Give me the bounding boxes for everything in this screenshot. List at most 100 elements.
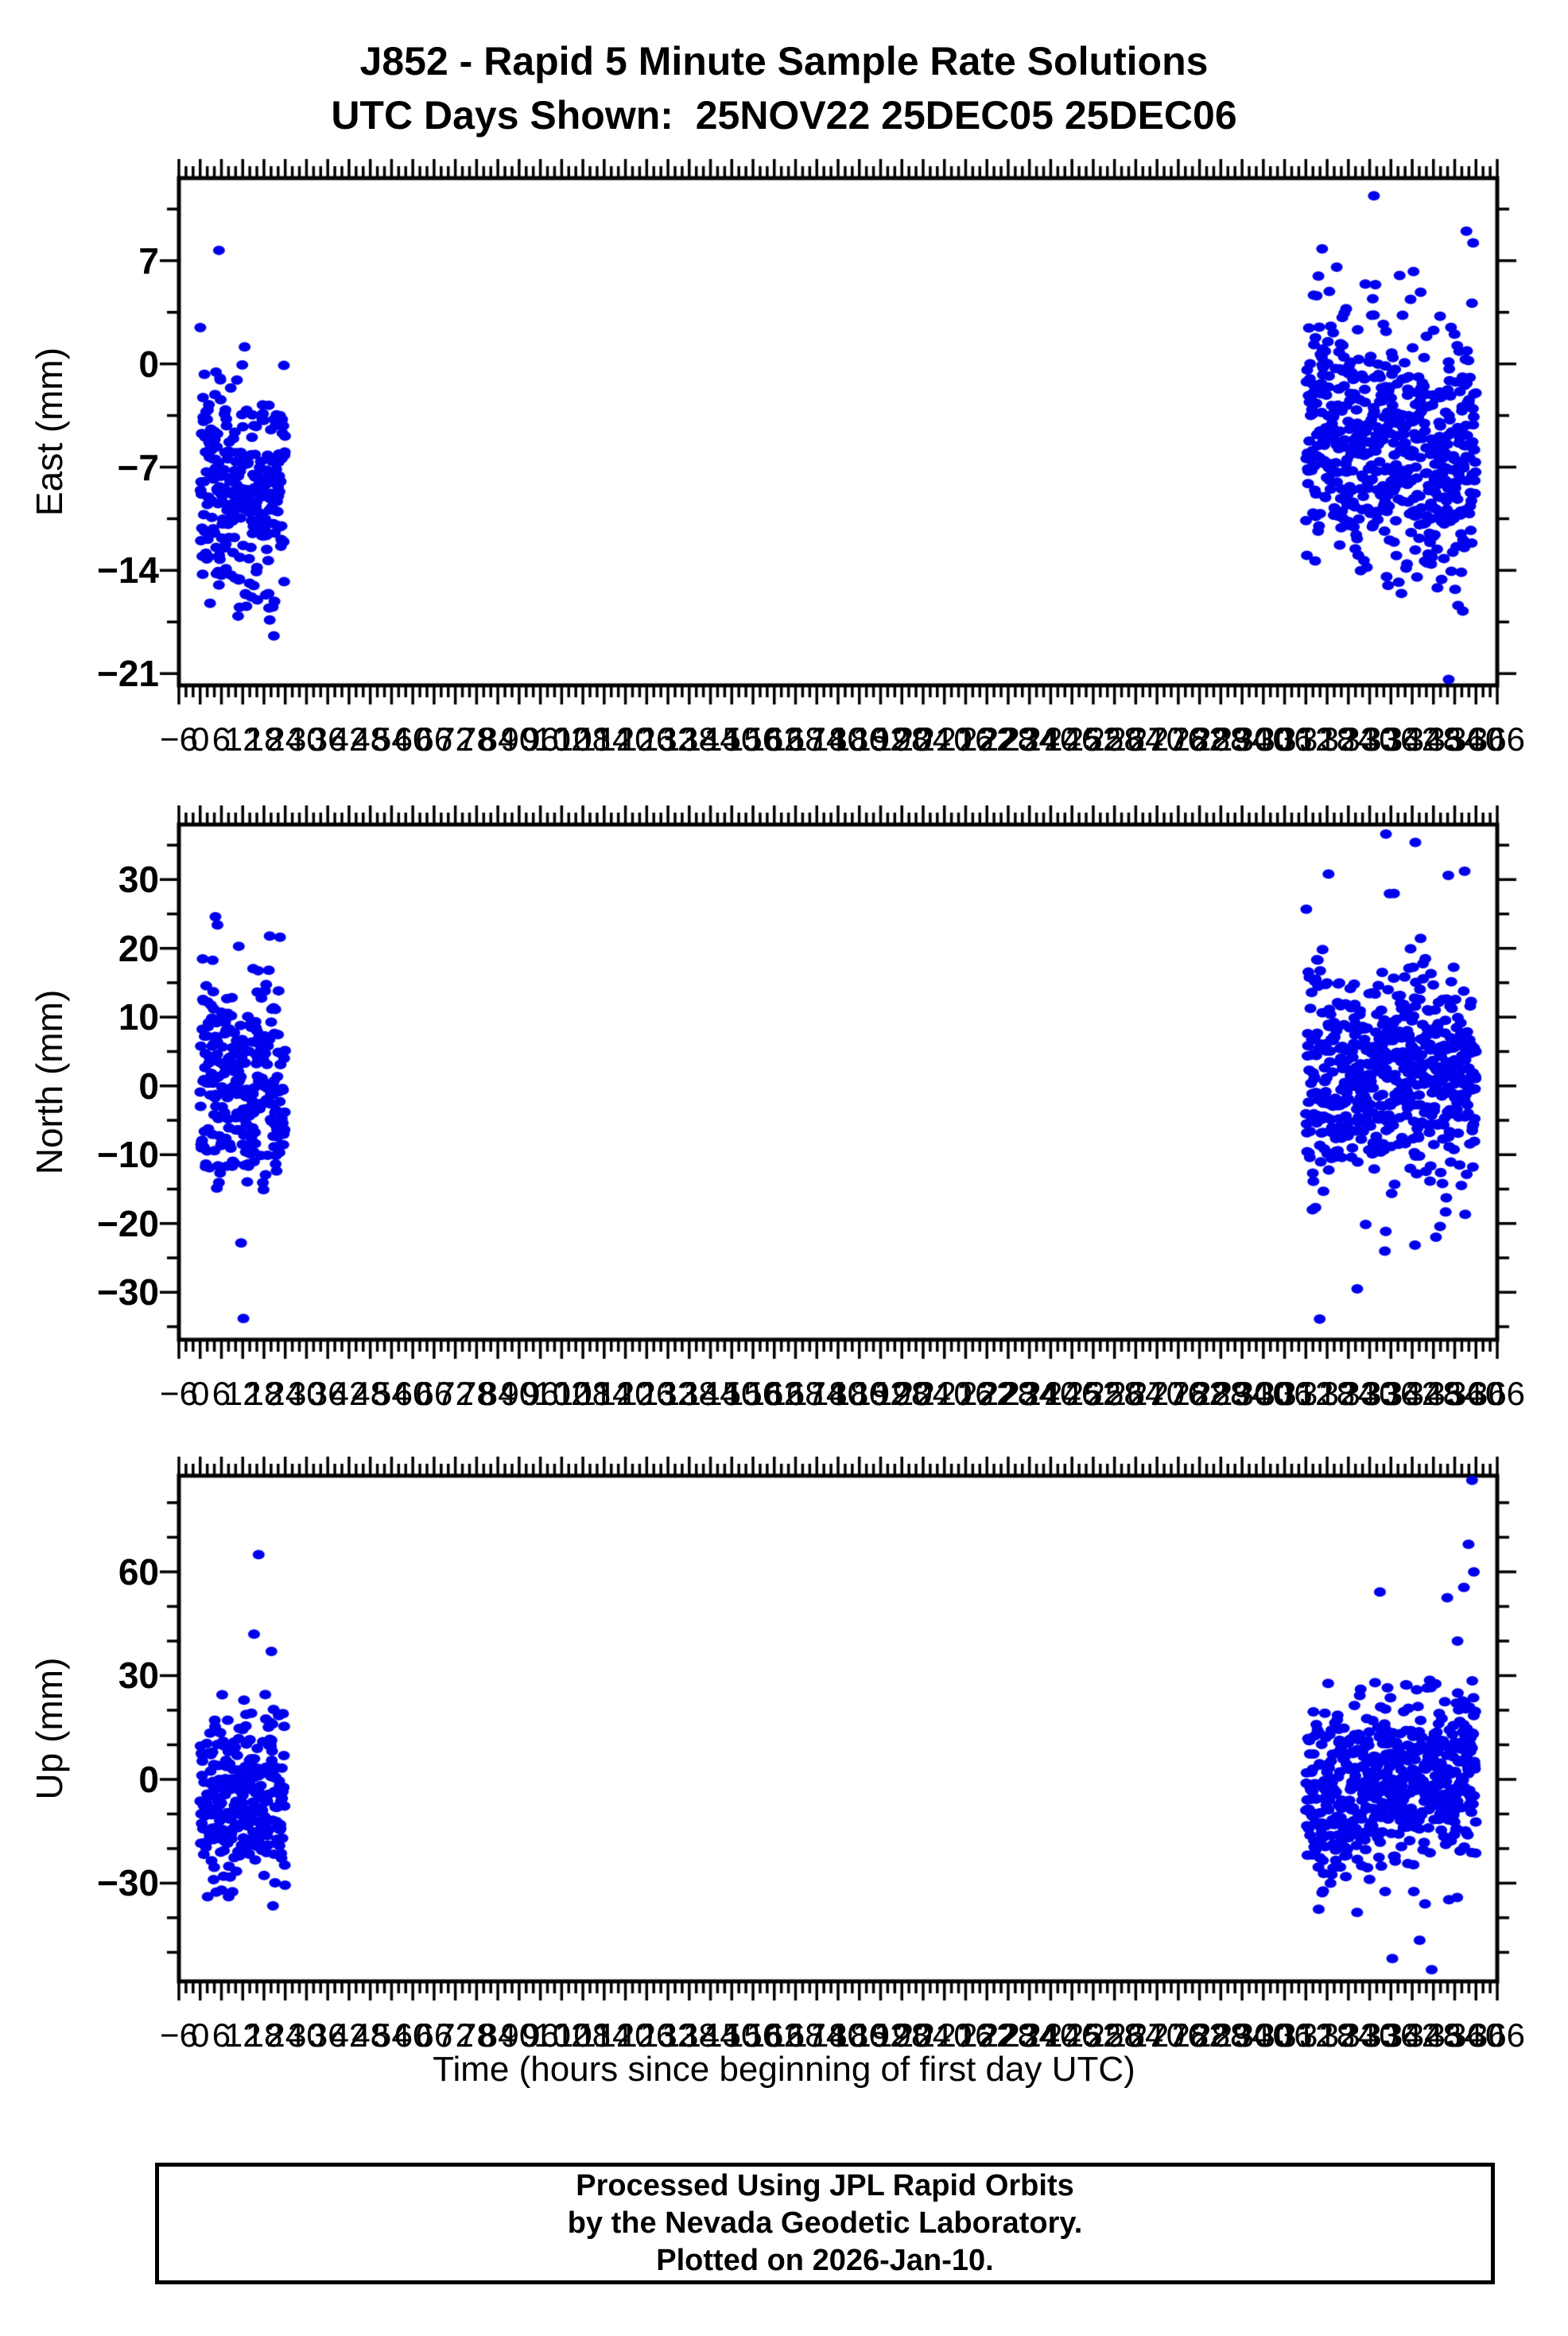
time-axis-title: Time (hours since beginning of first day… bbox=[433, 2050, 1135, 2089]
north-x-tick-label: 84 bbox=[479, 1375, 517, 1412]
east-x-tick-label: 132 bbox=[640, 720, 697, 758]
east-x-tick-label: 30 bbox=[288, 720, 325, 758]
up-x-tick-label: 354 bbox=[1426, 2016, 1483, 2054]
north-x-tick-label: 228 bbox=[980, 1375, 1036, 1412]
east-x-tick-label: 60 bbox=[394, 720, 432, 758]
north-x-tick-label: −6 bbox=[160, 1375, 198, 1412]
north-x-tick-label: 366 bbox=[1469, 1375, 1526, 1412]
north-x-tick-label: 162 bbox=[746, 1375, 802, 1412]
north-x-tick-label: 120 bbox=[597, 1375, 654, 1412]
east-x-tick-label: 210 bbox=[916, 720, 972, 758]
east-x-tick-label: 306 bbox=[1256, 720, 1313, 758]
north-x-tick-label: 132 bbox=[640, 1375, 697, 1412]
up-x-tick-label: 156 bbox=[724, 2016, 782, 2054]
page-title: J852 - Rapid 5 Minute Sample Rate Soluti… bbox=[359, 39, 1209, 83]
up-x-tick-label: 282 bbox=[1171, 2016, 1228, 2054]
east-x-tick-label: 198 bbox=[874, 720, 930, 758]
east-x-tick-label: 42 bbox=[330, 720, 368, 758]
up-x-tick-label: 234 bbox=[1001, 2016, 1058, 2054]
up-x-tick-label: 36 bbox=[309, 2016, 347, 2054]
east-x-tick-label: 102 bbox=[534, 720, 590, 758]
east-y-tick-label: −21 bbox=[96, 653, 159, 695]
up-x-tick-label: 366 bbox=[1469, 2016, 1526, 2054]
east-x-tick-label: 216 bbox=[937, 720, 994, 758]
north-x-tick-label: 252 bbox=[1065, 1375, 1121, 1412]
east-x-tick-label: 246 bbox=[1044, 720, 1100, 758]
east-x-tick-label: 342 bbox=[1384, 720, 1441, 758]
north-x-tick-label: 90 bbox=[500, 1375, 538, 1412]
up-x-tick-label: 222 bbox=[959, 2016, 1015, 2054]
up-y-tick-label: 60 bbox=[118, 1550, 159, 1593]
up-y-tick-label: 30 bbox=[118, 1655, 159, 1697]
east-y-tick-label: −14 bbox=[96, 549, 159, 592]
east-x-tick-label: 348 bbox=[1405, 720, 1461, 758]
north-x-tick-label: 276 bbox=[1150, 1375, 1206, 1412]
east-x-tick-label: 360 bbox=[1448, 720, 1504, 758]
up-x-tick-label: 348 bbox=[1405, 2016, 1461, 2054]
page-subtitle: UTC Days Shown: 25NOV22 25DEC05 25DEC06 bbox=[331, 93, 1237, 138]
north-x-tick-label: 72 bbox=[437, 1375, 474, 1412]
footer-line-1: Processed Using JPL Rapid Orbits bbox=[576, 2169, 1074, 2202]
up-x-tick-label: 252 bbox=[1065, 2016, 1121, 2054]
north-x-tick-label: 204 bbox=[895, 1375, 951, 1412]
up-x-tick-label: 12 bbox=[223, 2016, 262, 2054]
up-x-tick-label: 228 bbox=[980, 2016, 1036, 2054]
east-x-tick-label: 168 bbox=[767, 720, 824, 758]
up-x-tick-label: 264 bbox=[1108, 2016, 1164, 2054]
east-x-tick-label: 240 bbox=[1023, 720, 1079, 758]
north-x-tick-label: 78 bbox=[458, 1375, 495, 1412]
up-x-tick-label: 48 bbox=[351, 2016, 390, 2054]
east-x-tick-label: 90 bbox=[500, 720, 538, 758]
up-x-tick-label: 198 bbox=[874, 2016, 930, 2054]
east-x-tick-label: 252 bbox=[1065, 720, 1121, 758]
up-x-tick-label: 330 bbox=[1341, 2016, 1398, 2054]
up-x-tick-label: 132 bbox=[640, 2016, 697, 2054]
up-x-tick-label: 78 bbox=[458, 2016, 495, 2054]
up-x-tick-label: 258 bbox=[1086, 2016, 1143, 2054]
up-x-tick-label: 96 bbox=[522, 2016, 559, 2054]
north-x-tick-label: 210 bbox=[916, 1375, 972, 1412]
up-x-tick-label: 102 bbox=[534, 2016, 590, 2054]
east-y-tick-label: 7 bbox=[138, 239, 159, 281]
east-x-tick-label: 162 bbox=[746, 720, 802, 758]
up-x-tick-label: 306 bbox=[1256, 2016, 1313, 2054]
north-x-tick-label: 294 bbox=[1214, 1375, 1271, 1412]
north-y-tick-label: 0 bbox=[138, 1065, 159, 1107]
north-x-tick-label: 312 bbox=[1278, 1375, 1334, 1412]
up-x-tick-label: 174 bbox=[789, 2016, 845, 2054]
footer-line-3: Plotted on 2026-Jan-10. bbox=[656, 2244, 994, 2277]
north-x-tick-label: 222 bbox=[959, 1375, 1015, 1412]
north-x-tick-label: 0 bbox=[191, 1375, 210, 1412]
north-x-tick-label: 354 bbox=[1426, 1375, 1483, 1412]
east-x-tick-label: 318 bbox=[1299, 720, 1356, 758]
up-x-tick-label: 84 bbox=[479, 2016, 517, 2054]
processing-note-box: Processed Using JPL Rapid Orbits by the … bbox=[155, 2163, 1495, 2284]
up-x-tick-label: 216 bbox=[937, 2016, 994, 2054]
up-x-tick-label: 162 bbox=[746, 2016, 802, 2054]
north-x-tick-label: 264 bbox=[1108, 1375, 1164, 1412]
north-x-tick-label: 234 bbox=[1001, 1375, 1058, 1412]
east-x-tick-label: 324 bbox=[1320, 720, 1376, 758]
east-x-tick-label: 18 bbox=[245, 720, 283, 758]
north-x-tick-label: 102 bbox=[534, 1375, 590, 1412]
up-x-tick-label: 324 bbox=[1320, 2016, 1376, 2054]
up-x-tick-label: 168 bbox=[767, 2016, 824, 2054]
up-x-tick-label: 276 bbox=[1150, 2016, 1206, 2054]
up-x-tick-label: 144 bbox=[682, 2016, 739, 2054]
up-x-tick-label: 180 bbox=[809, 2016, 867, 2054]
east-x-tick-label: 0 bbox=[191, 720, 210, 758]
north-y-tick-label: 30 bbox=[118, 859, 159, 901]
north-x-tick-label: 306 bbox=[1256, 1375, 1313, 1412]
east-x-tick-label: 36 bbox=[309, 720, 347, 758]
north-x-tick-label: 138 bbox=[661, 1375, 717, 1412]
up-x-tick-label: 42 bbox=[330, 2016, 368, 2054]
up-x-tick-label: 300 bbox=[1235, 2016, 1291, 2054]
up-x-tick-label: 24 bbox=[266, 2016, 305, 2054]
east-x-tick-label: 186 bbox=[831, 720, 887, 758]
east-x-tick-label: 180 bbox=[809, 720, 867, 758]
east-x-tick-label: 96 bbox=[522, 720, 559, 758]
up-x-tick-label: 360 bbox=[1448, 2016, 1504, 2054]
east-x-tick-label: 114 bbox=[577, 720, 631, 758]
